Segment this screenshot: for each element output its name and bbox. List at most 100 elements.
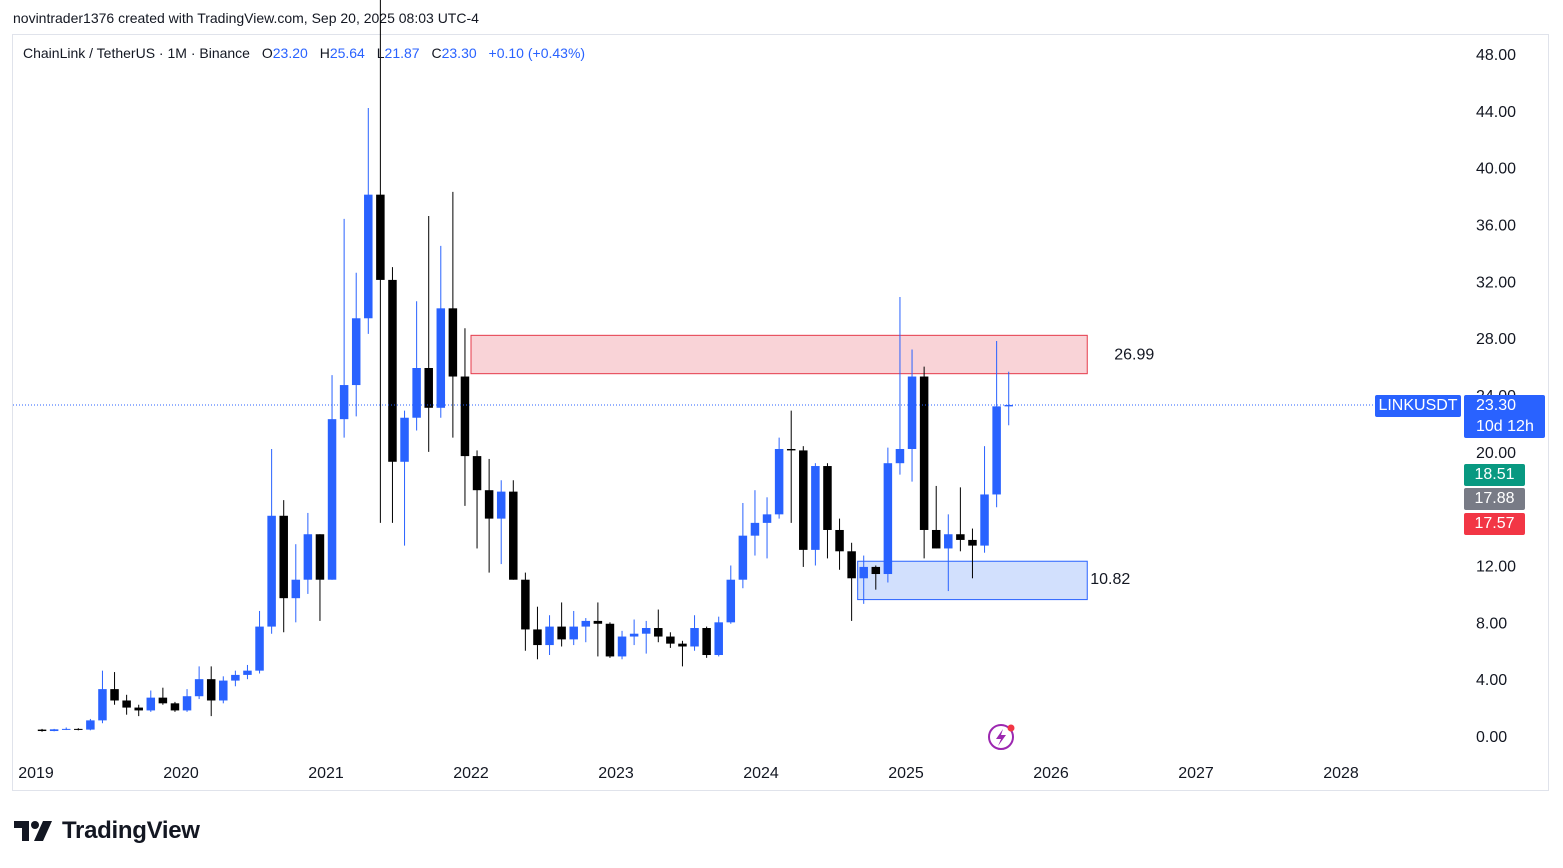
- candle[interactable]: [521, 572, 530, 651]
- candle[interactable]: [847, 542, 856, 621]
- candle[interactable]: [146, 690, 156, 712]
- candle[interactable]: [219, 676, 228, 704]
- candle[interactable]: [182, 689, 192, 712]
- candle[interactable]: [267, 448, 276, 634]
- candle[interactable]: [871, 565, 881, 590]
- candle[interactable]: [738, 502, 748, 589]
- candle[interactable]: [823, 463, 832, 559]
- candle[interactable]: [533, 606, 542, 660]
- price-tag-green: 18.51: [1464, 464, 1525, 486]
- chart-frame: [12, 34, 1549, 791]
- candle[interactable]: [49, 728, 59, 732]
- candle[interactable]: [907, 349, 917, 482]
- candle[interactable]: [509, 480, 518, 580]
- candle[interactable]: [726, 565, 736, 624]
- candle[interactable]: [702, 626, 711, 658]
- candle[interactable]: [835, 518, 844, 570]
- candle[interactable]: [931, 485, 941, 549]
- candle[interactable]: [339, 218, 349, 438]
- candle[interactable]: [460, 328, 470, 506]
- candle[interactable]: [581, 618, 591, 643]
- candle[interactable]: [436, 245, 446, 418]
- candle[interactable]: [944, 514, 953, 592]
- candle[interactable]: [74, 728, 83, 731]
- candle[interactable]: [98, 670, 107, 724]
- candle[interactable]: [243, 664, 252, 680]
- candle-body: [521, 579, 530, 630]
- candle[interactable]: [206, 666, 216, 717]
- candle[interactable]: [980, 446, 989, 553]
- candle[interactable]: [786, 410, 796, 523]
- x-tick-label-1: 2020: [163, 765, 199, 782]
- candle-body: [859, 566, 868, 579]
- candle[interactable]: [714, 616, 723, 657]
- candle[interactable]: [545, 615, 554, 656]
- candle[interactable]: [859, 555, 868, 604]
- candle[interactable]: [617, 630, 627, 660]
- support-zone-label: 10.82: [1090, 571, 1130, 588]
- candle[interactable]: [774, 437, 784, 519]
- candle[interactable]: [605, 622, 615, 658]
- resistance-zone[interactable]: [470, 334, 1088, 375]
- candle[interactable]: [194, 666, 204, 700]
- candle[interactable]: [666, 632, 675, 648]
- candle[interactable]: [255, 610, 264, 674]
- candle[interactable]: [557, 602, 566, 647]
- candle[interactable]: [279, 500, 288, 633]
- candle-body: [786, 448, 796, 451]
- time-axis: 2019 2020 2021 2022 2023 2024 2025 2026 2027 2028: [18, 765, 1359, 782]
- candle[interactable]: [992, 341, 1001, 508]
- candle[interactable]: [61, 727, 71, 731]
- brand[interactable]: TradingView: [14, 816, 200, 846]
- candle[interactable]: [569, 610, 578, 646]
- chart-credit: novintrader1376 created with TradingView…: [13, 10, 479, 26]
- candle[interactable]: [424, 215, 433, 452]
- lightning-icon[interactable]: [988, 724, 1015, 750]
- candle[interactable]: [134, 704, 143, 717]
- candle[interactable]: [895, 296, 905, 475]
- candle[interactable]: [593, 602, 603, 657]
- candle[interactable]: [110, 672, 119, 705]
- candle[interactable]: [448, 191, 458, 438]
- candle[interactable]: [376, 0, 385, 523]
- candle-body: [617, 636, 627, 657]
- candle[interactable]: [231, 670, 240, 687]
- candle-body: [110, 689, 119, 701]
- candle[interactable]: [629, 619, 639, 646]
- candle[interactable]: [641, 620, 651, 654]
- candle[interactable]: [327, 375, 337, 580]
- candle[interactable]: [654, 609, 663, 643]
- candle[interactable]: [400, 410, 409, 546]
- candle-body: [895, 448, 905, 464]
- candle[interactable]: [86, 718, 95, 731]
- candle[interactable]: [351, 272, 361, 417]
- candle[interactable]: [158, 687, 168, 705]
- resistance-zone-label: 26.99: [1114, 346, 1154, 363]
- candle[interactable]: [122, 694, 131, 715]
- candle[interactable]: [678, 640, 687, 667]
- candle[interactable]: [690, 615, 699, 651]
- candle[interactable]: [388, 267, 397, 523]
- candle[interactable]: [496, 480, 506, 565]
- candle[interactable]: [811, 463, 820, 566]
- candle[interactable]: [968, 528, 977, 579]
- candle[interactable]: [1004, 371, 1013, 426]
- candle[interactable]: [472, 450, 482, 549]
- symbol-title[interactable]: ChainLink / TetherUS · 1M · Binance: [23, 45, 250, 61]
- candle[interactable]: [170, 701, 180, 712]
- candle[interactable]: [750, 490, 760, 556]
- candle[interactable]: [919, 366, 929, 559]
- candle[interactable]: [956, 487, 965, 552]
- candle[interactable]: [484, 458, 494, 573]
- candle[interactable]: [799, 446, 808, 567]
- candle[interactable]: [303, 512, 313, 594]
- candle[interactable]: [291, 544, 301, 623]
- candle[interactable]: [762, 497, 772, 559]
- candle[interactable]: [412, 301, 421, 431]
- candle[interactable]: [883, 447, 893, 583]
- candle[interactable]: [364, 107, 373, 334]
- candle[interactable]: [315, 534, 325, 621]
- symbol-tag[interactable]: LINKUSDT: [1375, 395, 1461, 417]
- candle[interactable]: [37, 728, 47, 732]
